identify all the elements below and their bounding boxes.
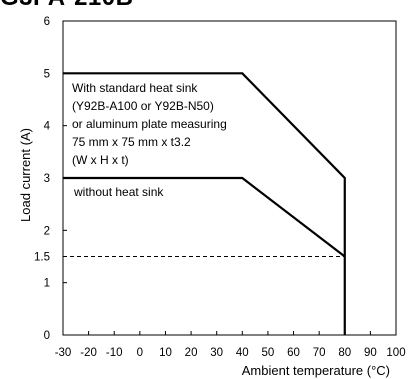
x-tick-label: 40	[236, 347, 249, 359]
x-tick-label: -10	[106, 347, 123, 359]
chart-annotation: (W x H x t)	[72, 153, 129, 167]
x-tick-label: 80	[338, 347, 351, 359]
x-tick-label: 90	[364, 347, 377, 359]
x-tick-label: 50	[262, 347, 275, 359]
x-tick-label: 0	[137, 347, 143, 359]
chart-annotation: With standard heat sink	[72, 81, 198, 95]
y-tick-label: 6	[44, 16, 50, 28]
x-axis-label: Ambient temperature (°C)	[242, 363, 390, 378]
chart-annotation: or aluminum plate measuring	[72, 117, 227, 131]
chart-annotation: (Y92B-A100 or Y92B-N50)	[72, 99, 214, 113]
x-tick-label: -30	[55, 347, 72, 359]
y-axis-label: Load current (A)	[18, 128, 33, 222]
series-line-2	[63, 176, 346, 258]
y-tick-label: 2	[44, 225, 50, 237]
y-tick-label: 3	[44, 173, 50, 185]
x-tick-label: 70	[313, 347, 326, 359]
y-tick-label: 4	[44, 121, 51, 133]
x-tick-label: -20	[80, 347, 97, 359]
x-tick-label: 10	[159, 347, 172, 359]
x-tick-label: 30	[210, 347, 223, 359]
y-tick-label: 0	[44, 330, 50, 342]
x-tick-label: 60	[287, 347, 300, 359]
y-tick-label: 5	[44, 68, 50, 80]
x-tick-label: 100	[386, 347, 405, 359]
chart-annotation: 75 mm x 75 mm x t3.2	[72, 135, 191, 149]
chart-annotation: without heat sink	[73, 185, 164, 199]
x-tick-label: 20	[185, 347, 198, 359]
y-tick-label: 1.5	[34, 252, 50, 264]
y-tick-label: 1	[44, 278, 50, 290]
header-title: G3PA-210B	[0, 0, 133, 10]
